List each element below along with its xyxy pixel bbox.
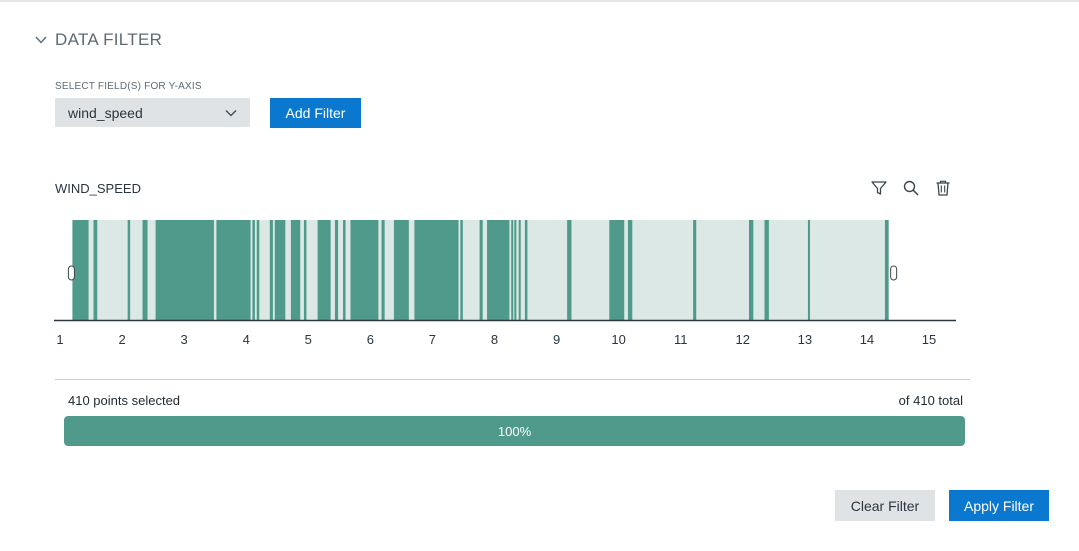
data-bar	[524, 220, 528, 320]
summary-divider	[55, 379, 970, 380]
data-bar	[256, 220, 260, 320]
data-bar	[317, 220, 331, 320]
x-tick-label: 5	[305, 332, 312, 347]
points-selected-text: 410 points selected	[68, 393, 181, 408]
chevron-down-icon	[225, 109, 237, 116]
data-bar	[216, 220, 251, 320]
x-tick-label: 8	[491, 332, 498, 347]
data-bar	[393, 220, 409, 320]
x-tick-label: 13	[798, 332, 812, 347]
y-axis-field-value: wind_speed	[68, 104, 143, 121]
x-tick-label: 3	[181, 332, 188, 347]
selection-progress-bar: 100%	[64, 416, 965, 446]
chevron-down-icon	[35, 36, 47, 44]
data-bar	[511, 220, 514, 320]
x-tick-label: 4	[243, 332, 250, 347]
data-bar	[303, 220, 307, 320]
data-bar	[290, 220, 301, 320]
data-bar	[127, 220, 131, 320]
data-filter-section-toggle[interactable]: DATA FILTER	[34, 30, 162, 50]
range-handle-right[interactable]	[890, 265, 898, 281]
filter-icon[interactable]	[870, 179, 888, 197]
y-axis-field-select[interactable]: wind_speed	[55, 98, 250, 127]
data-bar	[487, 220, 510, 320]
data-bar	[514, 220, 517, 320]
data-bar	[693, 220, 697, 320]
trash-icon[interactable]	[934, 179, 952, 197]
data-bar	[748, 220, 754, 320]
data-bar	[414, 220, 459, 320]
selection-progress-fill	[64, 416, 965, 446]
chart-toolbar	[870, 179, 952, 197]
wind-speed-histogram[interactable]: 1 2 3 4 5 6 7 8 9 10 11 12 13 14 15	[50, 212, 970, 357]
data-bar	[518, 220, 521, 320]
points-total-text: of 410 total	[898, 393, 963, 408]
chart-title: WIND_SPEED	[55, 181, 141, 196]
x-tick-label: 14	[860, 332, 874, 347]
field-select-label: SELECT FIELD(S) FOR Y-AXIS	[55, 81, 202, 92]
data-bar	[155, 220, 214, 320]
data-bar	[93, 220, 98, 320]
data-bar	[460, 220, 463, 320]
data-bar	[381, 220, 385, 320]
selection-progress-label: 100%	[497, 423, 532, 439]
data-bar	[764, 220, 769, 320]
x-tick-label: 7	[429, 332, 436, 347]
x-tick-label: 11	[674, 332, 688, 347]
x-tick-label: 10	[611, 332, 625, 347]
data-bar	[807, 220, 810, 320]
top-divider	[0, 0, 1079, 2]
data-bar	[343, 220, 346, 320]
x-tick-label: 2	[118, 332, 125, 347]
clear-filter-button[interactable]: Clear Filter	[835, 490, 935, 521]
data-bar	[274, 220, 286, 320]
data-bar	[567, 220, 572, 320]
add-filter-button[interactable]: Add Filter	[270, 98, 361, 128]
data-bar	[142, 220, 148, 320]
data-bar	[884, 220, 889, 320]
range-handle-left[interactable]	[67, 265, 75, 281]
apply-filter-button[interactable]: Apply Filter	[949, 490, 1049, 521]
data-bar	[269, 220, 273, 320]
x-tick-label: 1	[56, 332, 63, 347]
data-bar	[609, 220, 625, 320]
data-bar	[334, 220, 339, 320]
x-tick-label: 12	[736, 332, 750, 347]
search-icon[interactable]	[902, 179, 920, 197]
section-title: DATA FILTER	[55, 30, 163, 49]
x-tick-label: 9	[553, 332, 560, 347]
data-bar	[479, 220, 483, 320]
data-bar	[72, 220, 89, 320]
data-bar	[252, 220, 255, 320]
x-tick-label: 6	[367, 332, 374, 347]
data-bar	[350, 220, 379, 320]
data-bar	[627, 220, 633, 320]
x-tick-label: 15	[922, 332, 936, 347]
